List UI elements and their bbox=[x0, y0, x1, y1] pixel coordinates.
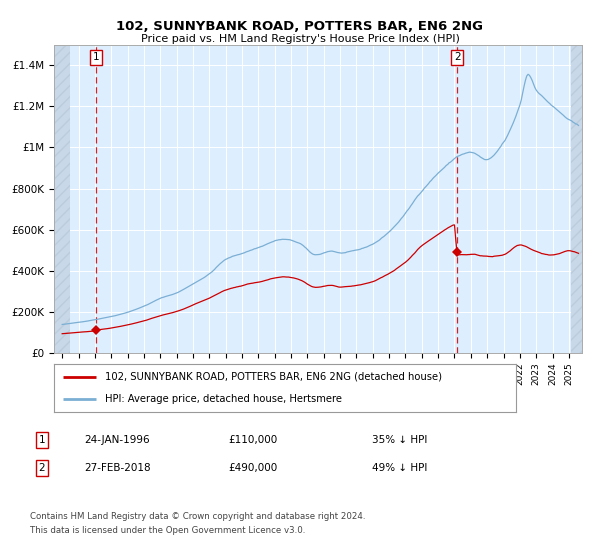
Text: Price paid vs. HM Land Registry's House Price Index (HPI): Price paid vs. HM Land Registry's House … bbox=[140, 34, 460, 44]
Text: HPI: Average price, detached house, Hertsmere: HPI: Average price, detached house, Hert… bbox=[105, 394, 342, 404]
Text: 2: 2 bbox=[454, 53, 460, 63]
Text: £490,000: £490,000 bbox=[228, 463, 277, 473]
Text: 1: 1 bbox=[38, 435, 46, 445]
Text: 102, SUNNYBANK ROAD, POTTERS BAR, EN6 2NG: 102, SUNNYBANK ROAD, POTTERS BAR, EN6 2N… bbox=[116, 20, 484, 32]
Bar bbox=[571, 45, 582, 353]
Text: £110,000: £110,000 bbox=[228, 435, 277, 445]
Text: 24-JAN-1996: 24-JAN-1996 bbox=[84, 435, 149, 445]
Text: This data is licensed under the Open Government Licence v3.0.: This data is licensed under the Open Gov… bbox=[30, 526, 305, 535]
Text: 1: 1 bbox=[92, 53, 100, 63]
Bar bbox=[54, 45, 70, 353]
Text: 35% ↓ HPI: 35% ↓ HPI bbox=[372, 435, 427, 445]
Text: Contains HM Land Registry data © Crown copyright and database right 2024.: Contains HM Land Registry data © Crown c… bbox=[30, 512, 365, 521]
Text: 2: 2 bbox=[38, 463, 46, 473]
Text: 102, SUNNYBANK ROAD, POTTERS BAR, EN6 2NG (detached house): 102, SUNNYBANK ROAD, POTTERS BAR, EN6 2N… bbox=[105, 372, 442, 382]
Text: 27-FEB-2018: 27-FEB-2018 bbox=[84, 463, 151, 473]
Text: 49% ↓ HPI: 49% ↓ HPI bbox=[372, 463, 427, 473]
